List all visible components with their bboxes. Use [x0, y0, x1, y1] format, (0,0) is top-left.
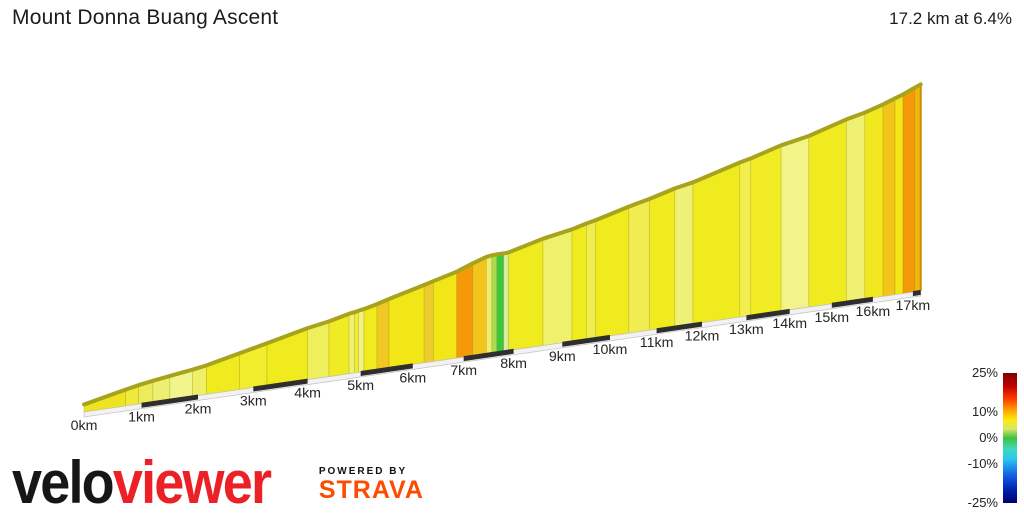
x-axis-label: 4km — [294, 386, 321, 402]
veloviewer-logo-velo: velo — [12, 448, 115, 516]
footer-brand: veloviewer POWERED BY STRAVA — [12, 452, 424, 512]
scale-bar-black-segment — [562, 334, 610, 347]
page-title: Mount Donna Buang Ascent — [12, 6, 279, 29]
profile-segment — [894, 95, 904, 295]
x-axis-label: 17km — [896, 298, 931, 314]
profile-segment — [503, 253, 509, 352]
profile-segment — [348, 313, 355, 374]
strava-attribution: POWERED BY STRAVA — [319, 466, 424, 502]
profile-segment — [328, 314, 350, 377]
profile-segment — [496, 254, 505, 353]
profile-segment — [845, 113, 866, 303]
veloviewer-logo-viewer: viewer — [112, 448, 272, 516]
x-axis-label: 7km — [450, 363, 477, 379]
legend-tick-label: 10% — [971, 404, 998, 419]
profile-segment — [358, 310, 365, 373]
scale-bar-black-segment — [253, 378, 308, 392]
profile-segment — [750, 146, 782, 316]
x-axis-label: 8km — [500, 356, 527, 372]
x-axis-label: 9km — [549, 349, 576, 365]
scale-bar-black-segment — [656, 321, 702, 334]
x-axis-label: 10km — [593, 342, 628, 358]
strava-wordmark: STRAVA — [318, 475, 424, 504]
gradient-legend: 25% 10% 0% -10% -25% — [948, 365, 1018, 510]
legend-tick-label: -25% — [967, 495, 998, 510]
profile-segment — [354, 311, 359, 374]
profile-segment — [363, 305, 378, 372]
profile-segment — [432, 272, 458, 362]
x-axis-label: 0km — [71, 418, 98, 434]
profile-segment — [472, 257, 487, 357]
profile-segment — [542, 230, 573, 346]
scale-bar-black-segment — [831, 296, 873, 308]
profile-segment — [674, 183, 694, 327]
x-axis-label: 11km — [640, 335, 674, 351]
x-axis-label: 16km — [856, 304, 891, 320]
profile-segment — [571, 224, 587, 342]
x-axis-label: 2km — [185, 402, 212, 418]
legend-tick-label: 0% — [979, 430, 998, 445]
scale-bar-black-segment — [912, 289, 921, 297]
profile-segment — [423, 282, 434, 364]
profile-segment — [585, 221, 597, 340]
profile-segment — [808, 120, 847, 308]
profile-segment — [692, 163, 741, 325]
profile-segment — [508, 239, 544, 351]
x-axis-label: 6km — [399, 370, 426, 386]
profile-segment — [192, 366, 207, 397]
x-axis-label: 13km — [729, 322, 764, 338]
profile-segment — [864, 105, 884, 300]
profile-segment — [628, 199, 650, 334]
profile-segment — [902, 88, 916, 294]
profile-segment — [307, 322, 330, 380]
profile-segment — [739, 159, 752, 318]
profile-top-edge — [82, 82, 923, 407]
veloviewer-logo: veloviewer — [12, 452, 272, 512]
x-axis-label: 15km — [814, 310, 849, 326]
scale-bar-black-segment — [360, 363, 413, 376]
profile-segment — [491, 255, 498, 354]
profile-segment — [780, 137, 810, 312]
profile-segment — [485, 256, 493, 355]
profile-segment — [649, 189, 676, 331]
x-axis-label: 1km — [128, 410, 155, 426]
profile-segment — [266, 329, 308, 386]
scale-bar-black-segment — [746, 308, 790, 321]
x-axis-label: 14km — [772, 316, 807, 332]
powered-by-label: POWERED BY — [318, 465, 408, 477]
scale-bar-black-segment — [463, 348, 514, 362]
legend-tick-label: -10% — [967, 456, 998, 471]
scale-bar-black-segment — [141, 394, 198, 408]
profile-segment — [882, 99, 896, 297]
profile-segment — [456, 264, 474, 359]
x-axis-label: 5km — [347, 378, 374, 394]
gradient-legend-labels: 25% 10% 0% -10% -25% — [948, 365, 998, 510]
legend-tick-label: 25% — [971, 365, 998, 380]
climb-summary: 17.2 km at 6.4% — [889, 9, 1012, 28]
gradient-legend-colorbar — [1003, 373, 1017, 503]
x-axis-label: 12km — [685, 329, 720, 345]
x-axis-label: 3km — [240, 394, 267, 410]
profile-segment — [376, 300, 390, 370]
profile-segment — [595, 207, 630, 339]
